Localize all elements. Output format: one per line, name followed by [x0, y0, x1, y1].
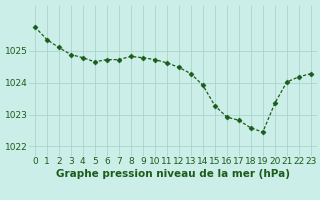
X-axis label: Graphe pression niveau de la mer (hPa): Graphe pression niveau de la mer (hPa) [56, 169, 290, 179]
